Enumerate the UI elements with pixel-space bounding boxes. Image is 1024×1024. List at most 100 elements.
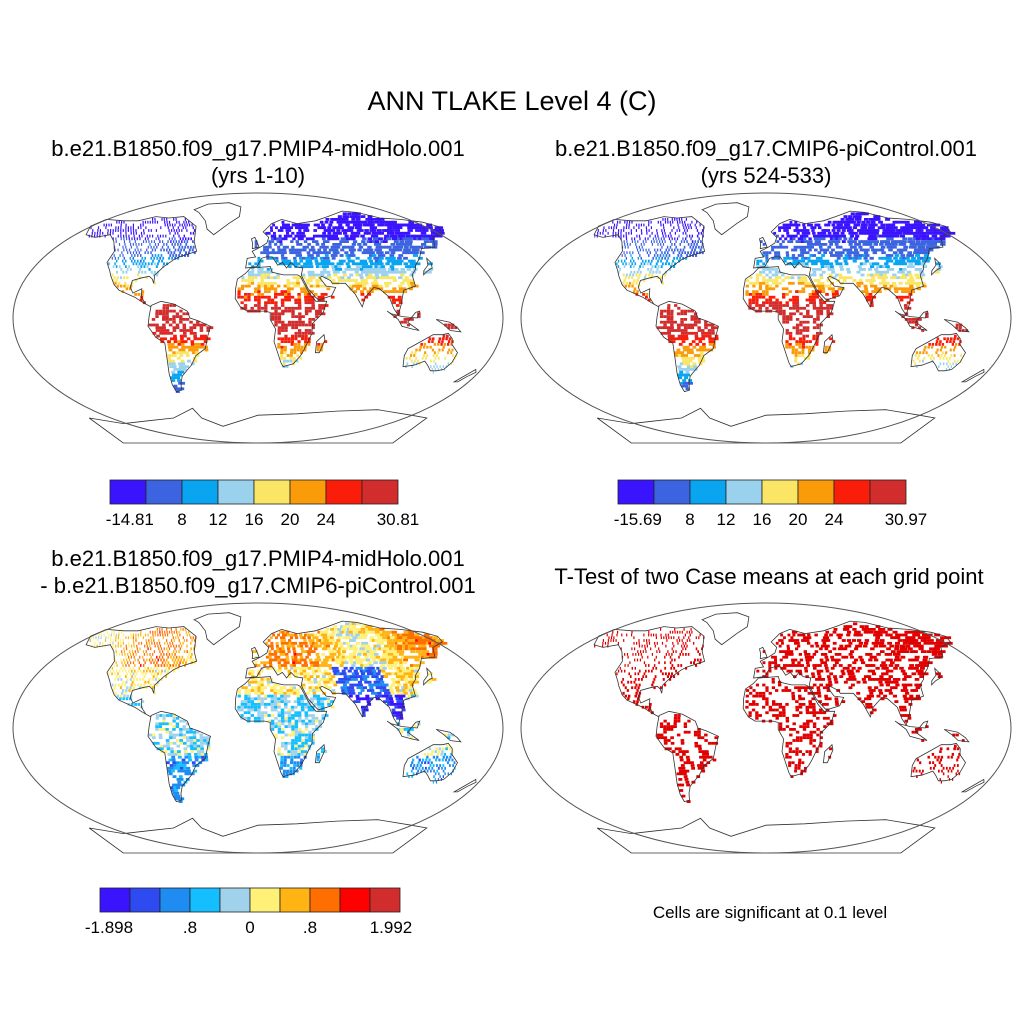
- grid-cell: [811, 262, 815, 266]
- grid-cell: [134, 240, 136, 243]
- grid-cell: [856, 281, 861, 285]
- grid-cell: [785, 301, 789, 305]
- grid-cell: [831, 248, 835, 252]
- grid-cell: [605, 229, 607, 232]
- grid-cell: [330, 628, 335, 631]
- grid-cell: [129, 287, 132, 291]
- grid-cell: [119, 669, 121, 673]
- grid-cell: [432, 240, 438, 243]
- grid-cell: [364, 295, 369, 299]
- grid-cell: [612, 229, 615, 232]
- grid-cell: [632, 251, 634, 255]
- grid-cell: [185, 365, 189, 368]
- grid-cell: [946, 362, 948, 366]
- grid-cell: [410, 650, 416, 653]
- grid-cell: [355, 284, 360, 288]
- grid-cell: [752, 293, 756, 296]
- grid-cell: [802, 226, 807, 230]
- grid-cell: [399, 700, 404, 703]
- grid-cell: [289, 251, 293, 255]
- grid-cell: [296, 697, 301, 701]
- grid-cell: [646, 251, 648, 255]
- grid-cell: [319, 678, 324, 681]
- grid-cell: [191, 639, 193, 642]
- grid-cell: [366, 700, 371, 703]
- grid-cell: [680, 320, 684, 324]
- grid-cell: [200, 334, 204, 338]
- grid-cell: [762, 295, 766, 299]
- grid-cell: [349, 287, 354, 291]
- grid-cell: [408, 689, 414, 692]
- grid-cell: [426, 653, 432, 656]
- grid-cell: [120, 284, 123, 288]
- grid-cell: [166, 354, 171, 357]
- grid-cell: [159, 630, 161, 634]
- grid-cell: [358, 666, 363, 670]
- grid-cell: [832, 220, 837, 224]
- grid-cell: [139, 237, 141, 241]
- grid-cell: [919, 351, 922, 355]
- grid-cell: [877, 287, 882, 291]
- grid-cell: [810, 245, 814, 249]
- grid-cell: [350, 655, 355, 659]
- grid-cell: [696, 348, 700, 352]
- grid-cell: [424, 351, 427, 355]
- grid-cell: [670, 312, 674, 316]
- grid-cell: [397, 647, 402, 651]
- coastline-indonesia: [894, 310, 929, 331]
- grid-cell: [680, 381, 685, 385]
- grid-cell: [823, 234, 828, 238]
- grid-cell: [286, 691, 291, 695]
- grid-cell: [263, 281, 268, 285]
- grid-cell: [325, 256, 330, 260]
- grid-cell: [308, 276, 313, 280]
- grid-cell: [168, 666, 171, 670]
- grid-cell: [326, 639, 330, 642]
- grid-cell: [172, 650, 175, 653]
- grid-cell: [789, 256, 793, 260]
- grid-cell: [122, 669, 124, 673]
- grid-cell: [294, 323, 298, 327]
- grid-cell: [183, 248, 185, 252]
- grid-cell: [366, 664, 371, 667]
- grid-cell: [797, 223, 801, 227]
- grid-cell: [760, 240, 763, 243]
- grid-cell: [115, 650, 117, 653]
- grid-cell: [166, 641, 168, 645]
- grid-cell: [311, 633, 315, 637]
- grid-cell: [374, 240, 380, 243]
- grid-cell: [389, 270, 394, 274]
- grid-cell: [243, 306, 248, 310]
- grid-cell: [328, 666, 333, 670]
- grid-cell: [839, 220, 844, 224]
- grid-cell: [115, 644, 117, 648]
- grid-cell: [274, 320, 278, 324]
- grid-cell: [136, 245, 138, 249]
- grid-cell: [794, 359, 797, 363]
- grid-cell: [280, 700, 284, 703]
- grid-cell: [322, 240, 327, 243]
- grid-cell: [244, 703, 248, 706]
- grid-cell: [373, 680, 378, 684]
- grid-cell: [264, 306, 268, 310]
- grid-cell: [284, 337, 288, 341]
- grid-cell: [313, 633, 318, 637]
- grid-cell: [875, 270, 880, 274]
- grid-cell: [114, 248, 116, 252]
- grid-cell: [810, 259, 815, 263]
- grid-cell: [427, 340, 431, 343]
- grid-cell: [327, 273, 331, 277]
- grid-cell: [155, 329, 160, 332]
- grid-cell: [916, 356, 919, 360]
- grid-cell: [190, 362, 195, 366]
- grid-cell: [315, 281, 320, 285]
- grid-cell: [711, 337, 716, 341]
- grid-cell: [266, 680, 271, 684]
- grid-cell: [130, 644, 133, 648]
- grid-cell: [145, 633, 147, 637]
- grid-cell: [817, 251, 822, 255]
- grid-cell: [156, 655, 158, 659]
- grid-cell: [342, 212, 347, 216]
- grid-cell: [801, 345, 805, 349]
- grid-cell: [304, 301, 308, 305]
